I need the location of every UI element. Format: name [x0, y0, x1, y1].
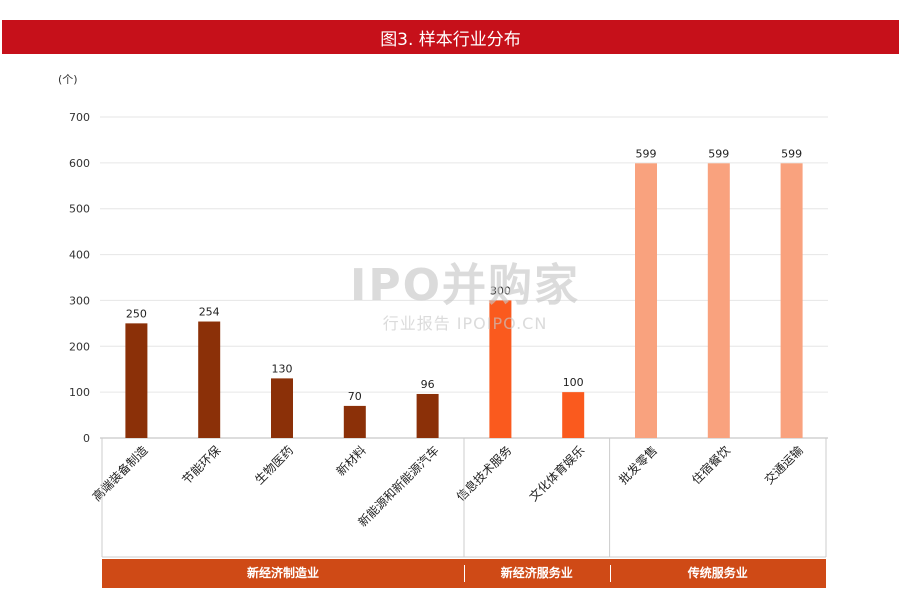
x-tick-label: 新能源和新能源汽车: [355, 443, 442, 530]
group-separator: [464, 565, 465, 582]
watermark: IPO并购家 行业报告 IPOIPO.CN: [345, 262, 585, 334]
bars: [125, 163, 803, 438]
bar: [198, 321, 221, 438]
chart-title: 图3. 样本行业分布: [2, 20, 899, 54]
x-tick-label: 交通运输: [761, 443, 806, 488]
bar: [416, 393, 439, 438]
watermark-sub: 行业报告 IPOIPO.CN: [382, 314, 548, 333]
y-axis-unit-label: (个): [58, 73, 78, 86]
data-label: 70: [348, 390, 362, 403]
gridlines: [100, 116, 828, 439]
data-label: 96: [421, 378, 435, 391]
y-tick-label: 100: [69, 386, 90, 399]
y-tick-label: 500: [69, 203, 90, 216]
bar: [707, 163, 730, 438]
bar: [343, 405, 366, 438]
group-brackets: [101, 438, 827, 558]
group-separator: [609, 565, 611, 582]
x-tick-label: 生物医药: [252, 443, 296, 487]
x-tick-label: 信息技术服务: [453, 443, 515, 505]
bar: [780, 163, 803, 438]
watermark-main: IPO并购家: [349, 260, 581, 311]
data-label: 300: [490, 284, 511, 297]
x-tick-label: 住宿餐饮: [688, 443, 733, 488]
y-tick-label: 200: [69, 340, 90, 353]
data-labels: 250 254 130 70 96 300 100 599 599 599: [126, 147, 802, 403]
bar: [635, 163, 657, 438]
data-label: 599: [636, 147, 657, 160]
group-category-bar: 新经济制造业 新经济服务业 传统服务业: [102, 559, 826, 588]
bar: [125, 323, 148, 438]
y-tick-labels: 0 100 200 300 400 500 600 700: [69, 111, 90, 445]
x-tick-label: 节能环保: [179, 443, 223, 487]
data-label: 599: [708, 147, 729, 160]
group-label: 新经济制造业: [246, 566, 319, 580]
data-label: 250: [126, 307, 147, 320]
group-label: 传统服务业: [687, 566, 748, 580]
data-label: 100: [563, 376, 584, 389]
y-tick-label: 700: [69, 111, 90, 124]
x-tick-label: 批发零售: [616, 443, 661, 488]
data-label: 599: [781, 147, 802, 160]
data-label: 254: [199, 306, 220, 319]
data-label: 130: [272, 362, 293, 375]
x-tick-label: 文化体育娱乐: [526, 443, 588, 505]
y-tick-label: 300: [69, 294, 90, 307]
bar: [489, 300, 512, 438]
x-tick-label: 新材料: [333, 443, 369, 479]
bar: [562, 392, 585, 438]
y-tick-label: 0: [83, 432, 90, 445]
x-tick-label: 高端装备制造: [89, 443, 151, 505]
y-tick-label: 600: [69, 157, 90, 170]
y-tick-label: 400: [69, 249, 90, 262]
group-label: 新经济服务业: [500, 566, 573, 580]
bar: [271, 378, 293, 438]
